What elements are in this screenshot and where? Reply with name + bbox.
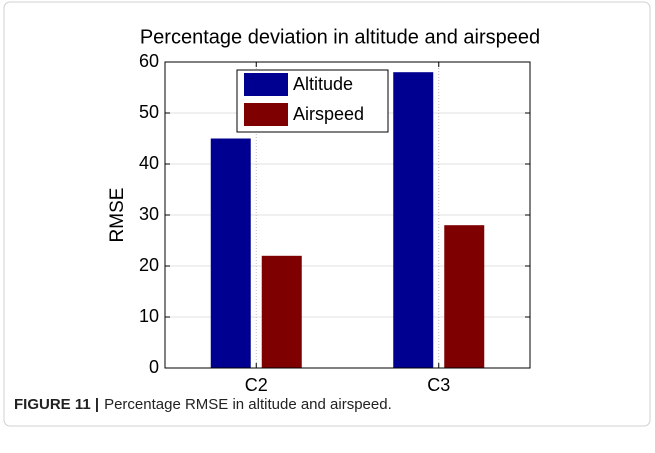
figure-frame [3,1,651,427]
caption-text: Percentage RMSE in altitude and airspeed… [104,396,392,413]
bar [444,225,485,368]
y-tick-label: 20 [139,255,159,275]
y-axis-label: RMSE [107,188,128,243]
plot-frame [164,61,531,369]
y-tick-label: 0 [149,357,159,377]
chart-title: Percentage deviation in altitude and air… [140,26,540,48]
legend-swatch [244,103,288,126]
y-tick-label: 40 [139,153,159,173]
bar [393,72,434,368]
legend-label: Altitude [293,74,353,94]
y-tick-label: 30 [139,204,159,224]
x-tick-label: C2 [245,375,268,395]
y-tick-label: 60 [139,51,159,71]
caption: FIGURE 11 | Percentage RMSE in altitude a… [14,396,392,413]
legend-swatch [244,73,288,96]
x-tick-label: C3 [427,375,450,395]
legend-label: Airspeed [293,104,364,124]
bar [210,138,251,368]
y-tick-label: 10 [139,306,159,326]
y-tick-label: 50 [139,102,159,122]
bar [261,255,302,368]
caption-label: FIGURE 11 | [14,396,99,413]
